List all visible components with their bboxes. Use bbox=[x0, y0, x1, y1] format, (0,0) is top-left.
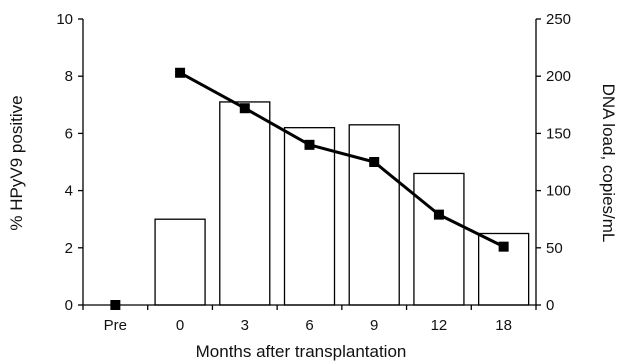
y-left-tick-label: 6 bbox=[65, 125, 73, 142]
y-right-tick-label: 150 bbox=[546, 125, 571, 142]
x-tick-label: 12 bbox=[431, 317, 448, 334]
y-axis-right-title: DNA load, copies/mL bbox=[599, 84, 618, 243]
y-right-tick-label: 250 bbox=[546, 11, 571, 28]
x-tick-label: 9 bbox=[370, 317, 378, 334]
bar bbox=[283, 127, 336, 306]
bar bbox=[219, 101, 271, 306]
line-point-marker bbox=[239, 103, 250, 114]
line-point-marker bbox=[304, 139, 315, 150]
x-tick-label: 18 bbox=[495, 317, 512, 334]
x-axis-title: Months after transplantation bbox=[196, 342, 407, 361]
bars-layer bbox=[154, 101, 530, 306]
line-layer bbox=[110, 67, 509, 310]
y-left-tick-label: 0 bbox=[65, 297, 73, 314]
y-left-tick-label: 2 bbox=[65, 240, 73, 257]
line-point-marker bbox=[175, 67, 186, 78]
y-left-tick-label: 8 bbox=[65, 68, 73, 85]
dna-load-line bbox=[179, 71, 505, 249]
x-tick-label: Pre bbox=[104, 317, 127, 334]
y-right-tick-label: 50 bbox=[546, 240, 563, 257]
y-left-tick-label: 4 bbox=[65, 183, 73, 200]
line-point-marker bbox=[498, 241, 509, 252]
line-point-marker bbox=[433, 209, 444, 220]
x-tick-label: 3 bbox=[241, 317, 249, 334]
bar bbox=[413, 172, 465, 306]
y-axis-left-title: % HPyV9 positive bbox=[7, 95, 26, 230]
y-left-tick-label: 10 bbox=[56, 11, 73, 28]
axes-layer bbox=[78, 18, 541, 310]
y-right-tick-label: 100 bbox=[546, 183, 571, 200]
line-point-marker bbox=[110, 300, 121, 310]
bar bbox=[348, 124, 400, 306]
y-right-tick-label: 0 bbox=[546, 297, 554, 314]
line-point-marker bbox=[369, 157, 380, 167]
x-tick-label: 6 bbox=[305, 317, 313, 334]
y-right-tick-label: 200 bbox=[546, 68, 571, 85]
bar bbox=[154, 218, 206, 306]
x-tick-label: 0 bbox=[176, 317, 184, 334]
